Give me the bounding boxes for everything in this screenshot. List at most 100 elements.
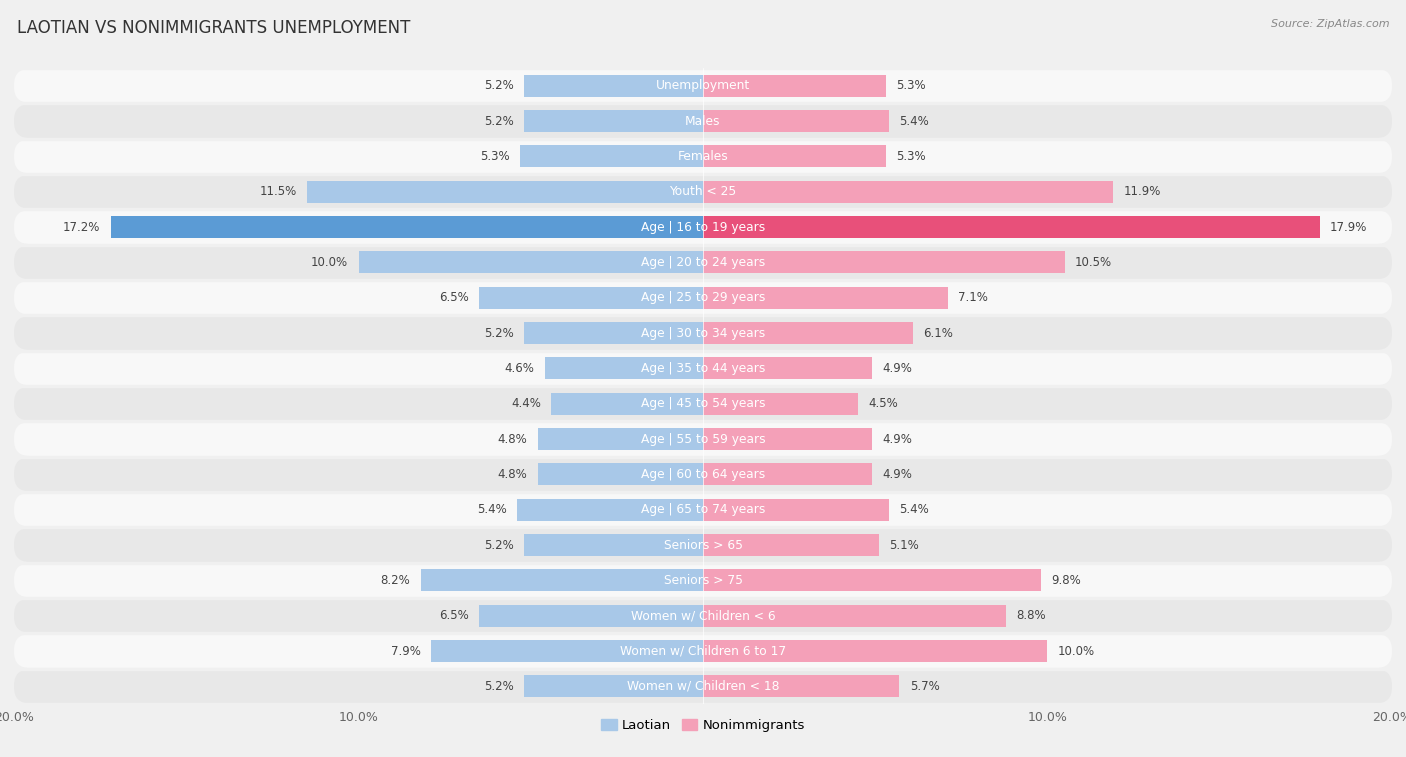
Bar [703,322,912,344]
FancyBboxPatch shape [14,139,1392,173]
Text: 4.9%: 4.9% [882,432,912,446]
Bar [703,145,886,167]
Text: 10.0%: 10.0% [311,256,349,269]
Text: 10.5%: 10.5% [1076,256,1112,269]
Bar [359,251,703,273]
FancyBboxPatch shape [14,245,1392,279]
Text: 4.5%: 4.5% [869,397,898,410]
Text: 4.6%: 4.6% [505,362,534,375]
Text: LAOTIAN VS NONIMMIGRANTS UNEMPLOYMENT: LAOTIAN VS NONIMMIGRANTS UNEMPLOYMENT [17,19,411,37]
Bar [703,75,886,97]
Text: Age | 25 to 29 years: Age | 25 to 29 years [641,291,765,304]
Text: 5.2%: 5.2% [484,326,513,340]
Bar [524,322,703,344]
Text: Women w/ Children 6 to 17: Women w/ Children 6 to 17 [620,644,786,658]
Text: Age | 30 to 34 years: Age | 30 to 34 years [641,326,765,340]
Bar [703,111,889,132]
Text: Females: Females [678,150,728,163]
Bar [537,428,703,450]
FancyBboxPatch shape [14,316,1392,350]
Bar [520,145,703,167]
FancyBboxPatch shape [14,281,1392,315]
Text: 9.8%: 9.8% [1050,574,1081,587]
Bar [479,605,703,627]
Text: 5.4%: 5.4% [477,503,506,516]
Bar [703,569,1040,591]
Text: 5.2%: 5.2% [484,538,513,552]
Bar [703,428,872,450]
Bar [703,393,858,415]
Bar [703,181,1114,203]
Text: 17.2%: 17.2% [63,220,100,234]
FancyBboxPatch shape [14,528,1392,562]
Bar [703,287,948,309]
Text: 6.5%: 6.5% [439,609,468,622]
Text: 5.3%: 5.3% [896,79,925,92]
Text: 4.9%: 4.9% [882,468,912,481]
Bar [537,463,703,485]
FancyBboxPatch shape [14,210,1392,244]
Text: 6.1%: 6.1% [924,326,953,340]
Text: Women w/ Children < 6: Women w/ Children < 6 [631,609,775,622]
Text: 4.9%: 4.9% [882,362,912,375]
Text: 5.2%: 5.2% [484,79,513,92]
Text: 5.2%: 5.2% [484,680,513,693]
Bar [703,251,1064,273]
Text: Youth < 25: Youth < 25 [669,185,737,198]
Text: Age | 65 to 74 years: Age | 65 to 74 years [641,503,765,516]
Text: 6.5%: 6.5% [439,291,468,304]
Text: 11.5%: 11.5% [259,185,297,198]
Text: 10.0%: 10.0% [1057,644,1095,658]
Bar [703,605,1007,627]
Text: Males: Males [685,114,721,128]
Text: 5.3%: 5.3% [481,150,510,163]
Text: Age | 60 to 64 years: Age | 60 to 64 years [641,468,765,481]
FancyBboxPatch shape [14,634,1392,668]
FancyBboxPatch shape [14,69,1392,103]
Bar [430,640,703,662]
FancyBboxPatch shape [14,351,1392,385]
Text: 5.4%: 5.4% [900,503,929,516]
FancyBboxPatch shape [14,669,1392,703]
Text: 5.7%: 5.7% [910,680,939,693]
FancyBboxPatch shape [14,422,1392,456]
Text: 5.3%: 5.3% [896,150,925,163]
Bar [479,287,703,309]
Bar [703,217,1320,238]
Bar [307,181,703,203]
Text: Women w/ Children < 18: Women w/ Children < 18 [627,680,779,693]
Bar [703,357,872,379]
Text: 5.4%: 5.4% [900,114,929,128]
Text: 17.9%: 17.9% [1330,220,1367,234]
Text: Age | 16 to 19 years: Age | 16 to 19 years [641,220,765,234]
Text: Age | 35 to 44 years: Age | 35 to 44 years [641,362,765,375]
Text: 4.4%: 4.4% [512,397,541,410]
Text: Unemployment: Unemployment [655,79,751,92]
Text: 8.2%: 8.2% [381,574,411,587]
FancyBboxPatch shape [14,493,1392,527]
Text: Source: ZipAtlas.com: Source: ZipAtlas.com [1271,19,1389,29]
FancyBboxPatch shape [14,104,1392,138]
Text: Age | 45 to 54 years: Age | 45 to 54 years [641,397,765,410]
Bar [420,569,703,591]
Bar [544,357,703,379]
FancyBboxPatch shape [14,175,1392,209]
Text: Seniors > 75: Seniors > 75 [664,574,742,587]
FancyBboxPatch shape [14,563,1392,597]
FancyBboxPatch shape [14,457,1392,491]
Text: Age | 55 to 59 years: Age | 55 to 59 years [641,432,765,446]
Bar [524,111,703,132]
Text: 7.9%: 7.9% [391,644,420,658]
Text: 11.9%: 11.9% [1123,185,1160,198]
Bar [703,640,1047,662]
Bar [703,675,900,697]
Bar [703,499,889,521]
Text: 4.8%: 4.8% [498,432,527,446]
Bar [517,499,703,521]
Bar [703,534,879,556]
Text: Seniors > 65: Seniors > 65 [664,538,742,552]
Text: 5.2%: 5.2% [484,114,513,128]
Text: 8.8%: 8.8% [1017,609,1046,622]
Text: Age | 20 to 24 years: Age | 20 to 24 years [641,256,765,269]
FancyBboxPatch shape [14,387,1392,421]
